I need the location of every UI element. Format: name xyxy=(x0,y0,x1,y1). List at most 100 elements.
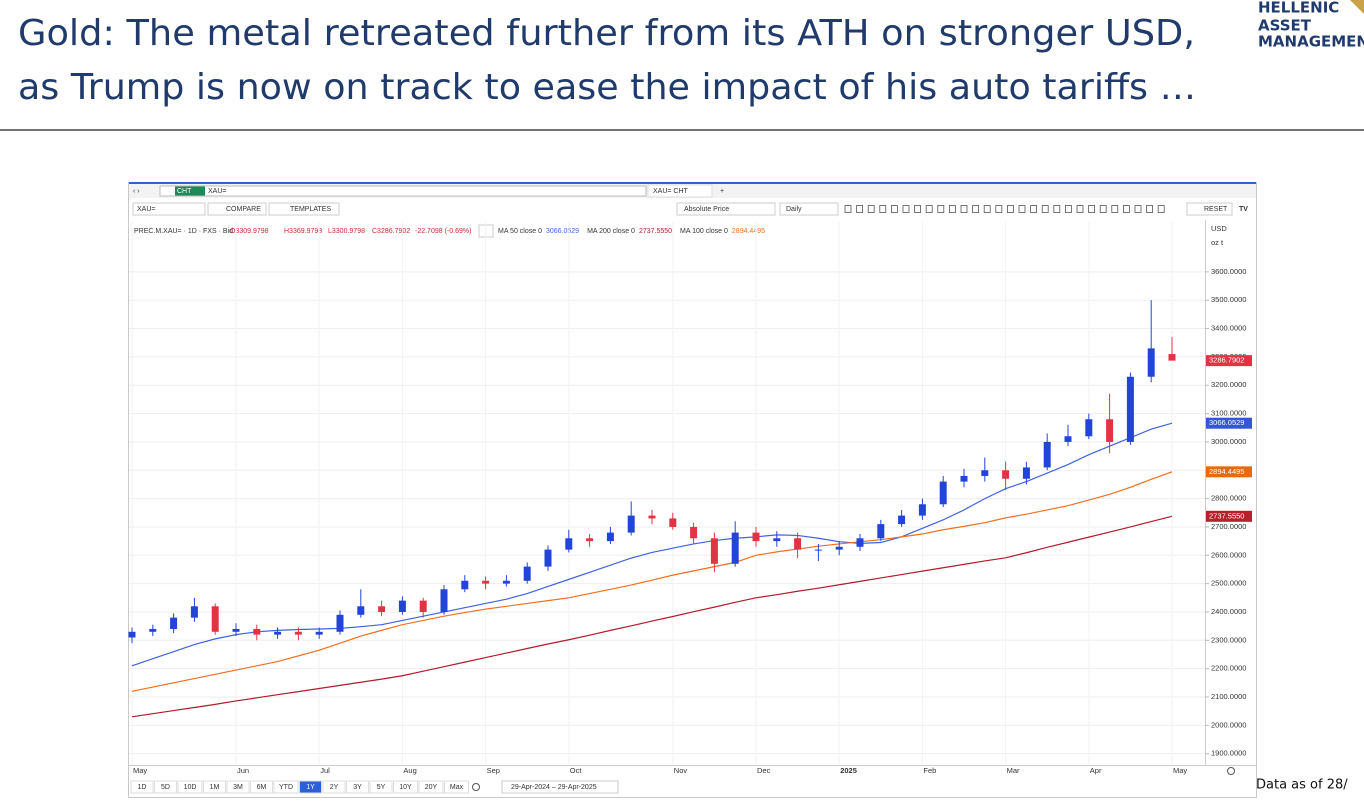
tab[interactable] xyxy=(647,184,713,198)
range-label[interactable]: YTD xyxy=(279,784,293,791)
range-label[interactable]: 10Y xyxy=(399,784,412,791)
ma-legend: MA 50 close 0 3066.0529 MA 200 close 0 2737… xyxy=(498,228,765,235)
toolbar-icon[interactable] xyxy=(925,205,933,213)
unit[interactable]: oz t xyxy=(1211,238,1224,247)
tab-badge-bg xyxy=(175,186,205,196)
toolbar-icon[interactable] xyxy=(1157,205,1165,213)
templates-label[interactable]: TEMPLATES xyxy=(290,206,331,213)
compare-label[interactable]: COMPARE xyxy=(226,206,261,213)
date-range[interactable]: 29-Apr-2024 – 29-Apr-2025 xyxy=(511,784,597,791)
price-mode-select[interactable] xyxy=(676,202,776,216)
grid xyxy=(129,222,1205,765)
y-tick-label: 2400.0000 xyxy=(1211,607,1246,616)
nav-arrows[interactable]: ‹ › xyxy=(133,188,140,195)
symbol-input-text[interactable]: XAU= xyxy=(137,206,155,213)
candle-body xyxy=(1043,441,1051,468)
range-label[interactable]: 20Y xyxy=(425,784,438,791)
range-button[interactable] xyxy=(130,780,154,794)
range-button[interactable] xyxy=(393,780,418,794)
toolbar-icon[interactable] xyxy=(1053,205,1061,213)
range-button[interactable] xyxy=(154,780,177,794)
toolbar-icon[interactable] xyxy=(983,205,991,213)
toolbar-icon[interactable] xyxy=(867,205,875,213)
toolbar-icon[interactable] xyxy=(1123,205,1130,213)
candle-body xyxy=(1106,419,1114,442)
candle-body xyxy=(149,628,157,632)
toolbar-icon[interactable] xyxy=(1065,205,1072,213)
new-tab[interactable]: + xyxy=(720,188,724,195)
candle-body xyxy=(461,580,469,590)
candle-body xyxy=(648,515,656,519)
range-button[interactable] xyxy=(369,780,393,794)
toolbar-icon[interactable] xyxy=(1111,205,1119,213)
range-label[interactable]: 10D xyxy=(184,784,197,791)
range-button[interactable] xyxy=(346,780,369,794)
toolbar-icon[interactable] xyxy=(960,205,968,213)
y-tick-label: 2800.0000 xyxy=(1211,494,1246,503)
toolbar-icon[interactable] xyxy=(914,205,921,213)
range-label[interactable]: 5D xyxy=(161,784,170,791)
address-box[interactable] xyxy=(159,185,647,197)
toolbar-icon[interactable] xyxy=(879,205,887,213)
reset-button[interactable] xyxy=(1186,202,1233,216)
range-button[interactable] xyxy=(273,780,299,794)
range-button[interactable] xyxy=(250,780,273,794)
range-label[interactable]: 3M xyxy=(233,784,243,791)
candle-body xyxy=(939,481,947,505)
range-button[interactable] xyxy=(444,780,469,794)
toolbar-icon[interactable] xyxy=(1146,205,1153,213)
toolbar-icon[interactable] xyxy=(856,205,863,213)
range-label[interactable]: 1D xyxy=(138,784,147,791)
toolbar-icon[interactable] xyxy=(949,205,956,213)
toolbar-icon[interactable] xyxy=(1007,205,1014,213)
range-button[interactable] xyxy=(177,780,203,794)
toolbar-icon[interactable] xyxy=(1030,205,1037,213)
toolbar-icon[interactable] xyxy=(1088,205,1095,213)
symbol-input[interactable] xyxy=(132,202,206,216)
candle-body xyxy=(378,606,386,612)
toolbar-icon[interactable] xyxy=(902,205,910,213)
range-label[interactable]: Max xyxy=(450,784,464,791)
toolbar-icon[interactable] xyxy=(937,205,945,213)
candle-body xyxy=(1147,348,1155,377)
toolbar-icon[interactable] xyxy=(972,205,979,213)
interval-select[interactable] xyxy=(779,202,839,216)
range-label[interactable]: 5Y xyxy=(377,784,386,791)
toolbar-icon[interactable] xyxy=(1041,205,1049,213)
templates-button[interactable] xyxy=(268,202,340,216)
range-label[interactable]: 3Y xyxy=(353,784,362,791)
range-label[interactable]: 1Y xyxy=(306,784,315,791)
candle-body xyxy=(1085,419,1093,437)
range-button[interactable] xyxy=(226,780,250,794)
toolbar-icon[interactable] xyxy=(1134,205,1142,213)
toolbar-icon[interactable] xyxy=(891,205,898,213)
settings-icon[interactable] xyxy=(472,783,480,791)
range-button[interactable] xyxy=(322,780,346,794)
range-button[interactable] xyxy=(203,780,226,794)
range-label[interactable]: 1M xyxy=(210,784,220,791)
axis-settings-icon[interactable] xyxy=(1227,767,1235,775)
range-bar: 1D 5D 10D 1M 3M 6M YTD 1Y 2Y 3Y 5Y 10Y 20Y Max xyxy=(130,780,480,794)
toolbar-icon[interactable] xyxy=(1018,205,1026,213)
candle-body xyxy=(794,538,802,550)
y-tick-label: 3100.0000 xyxy=(1211,409,1246,418)
price-mode[interactable]: Absolute Price xyxy=(684,206,729,213)
toolbar-icon[interactable] xyxy=(995,205,1003,213)
toolbar-icon[interactable] xyxy=(1076,205,1084,213)
x-tick-label: Jul xyxy=(320,766,330,775)
toolbar-icon[interactable] xyxy=(1099,205,1107,213)
interval[interactable]: Daily xyxy=(786,206,802,213)
tab-title[interactable]: XAU= CHT xyxy=(653,188,689,195)
date-range-box[interactable] xyxy=(501,780,619,794)
x-tick-label: May xyxy=(133,766,147,775)
candle-body xyxy=(669,518,677,527)
candle-body xyxy=(419,600,427,612)
range-label[interactable]: 6M xyxy=(257,784,267,791)
range-button[interactable] xyxy=(299,780,322,794)
currency[interactable]: USD xyxy=(1211,224,1227,233)
compare-button[interactable] xyxy=(207,202,267,216)
range-label[interactable]: 2Y xyxy=(330,784,339,791)
toolbar-icon[interactable] xyxy=(844,205,852,213)
range-button[interactable] xyxy=(418,780,444,794)
reset-label[interactable]: RESET xyxy=(1204,206,1228,213)
